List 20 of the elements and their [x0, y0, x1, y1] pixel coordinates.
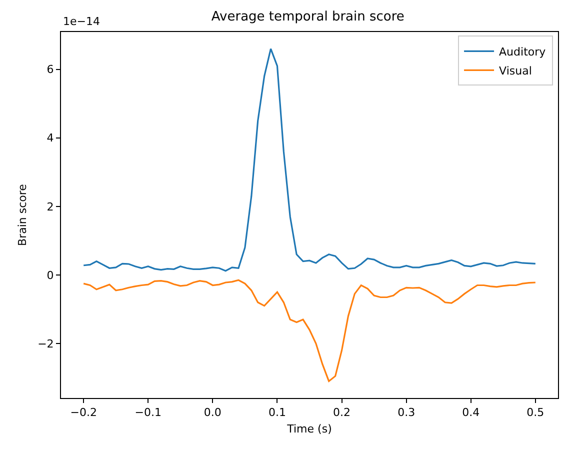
- legend-label: Auditory: [499, 45, 546, 58]
- x-tick-label: 0.3: [398, 406, 416, 420]
- x-tick-label: −0.1: [134, 406, 162, 420]
- legend-label: Visual: [499, 64, 532, 78]
- y-tick-label: 0: [46, 268, 54, 282]
- x-tick-label: 0.2: [333, 406, 351, 420]
- x-tick-label: 0.5: [526, 406, 544, 420]
- y-tick-label: 4: [46, 132, 54, 145]
- chart-title: Average temporal brain score: [211, 9, 404, 24]
- text: 1e−14: [63, 15, 100, 28]
- x-tick-label: 0.1: [268, 406, 286, 420]
- x-axis-title: Time (s): [286, 422, 332, 436]
- x-tick-label: 0.4: [462, 406, 480, 420]
- line-series: [82, 279, 536, 382]
- y-tick-label: 6: [46, 63, 54, 76]
- x-tick-label: −0.2: [70, 406, 97, 420]
- y-tick-label: 2: [46, 200, 54, 214]
- x-tick-label: 0.0: [204, 406, 222, 420]
- y-tick-label: −2: [38, 337, 54, 350]
- y-axis-title: Brain score: [16, 184, 30, 246]
